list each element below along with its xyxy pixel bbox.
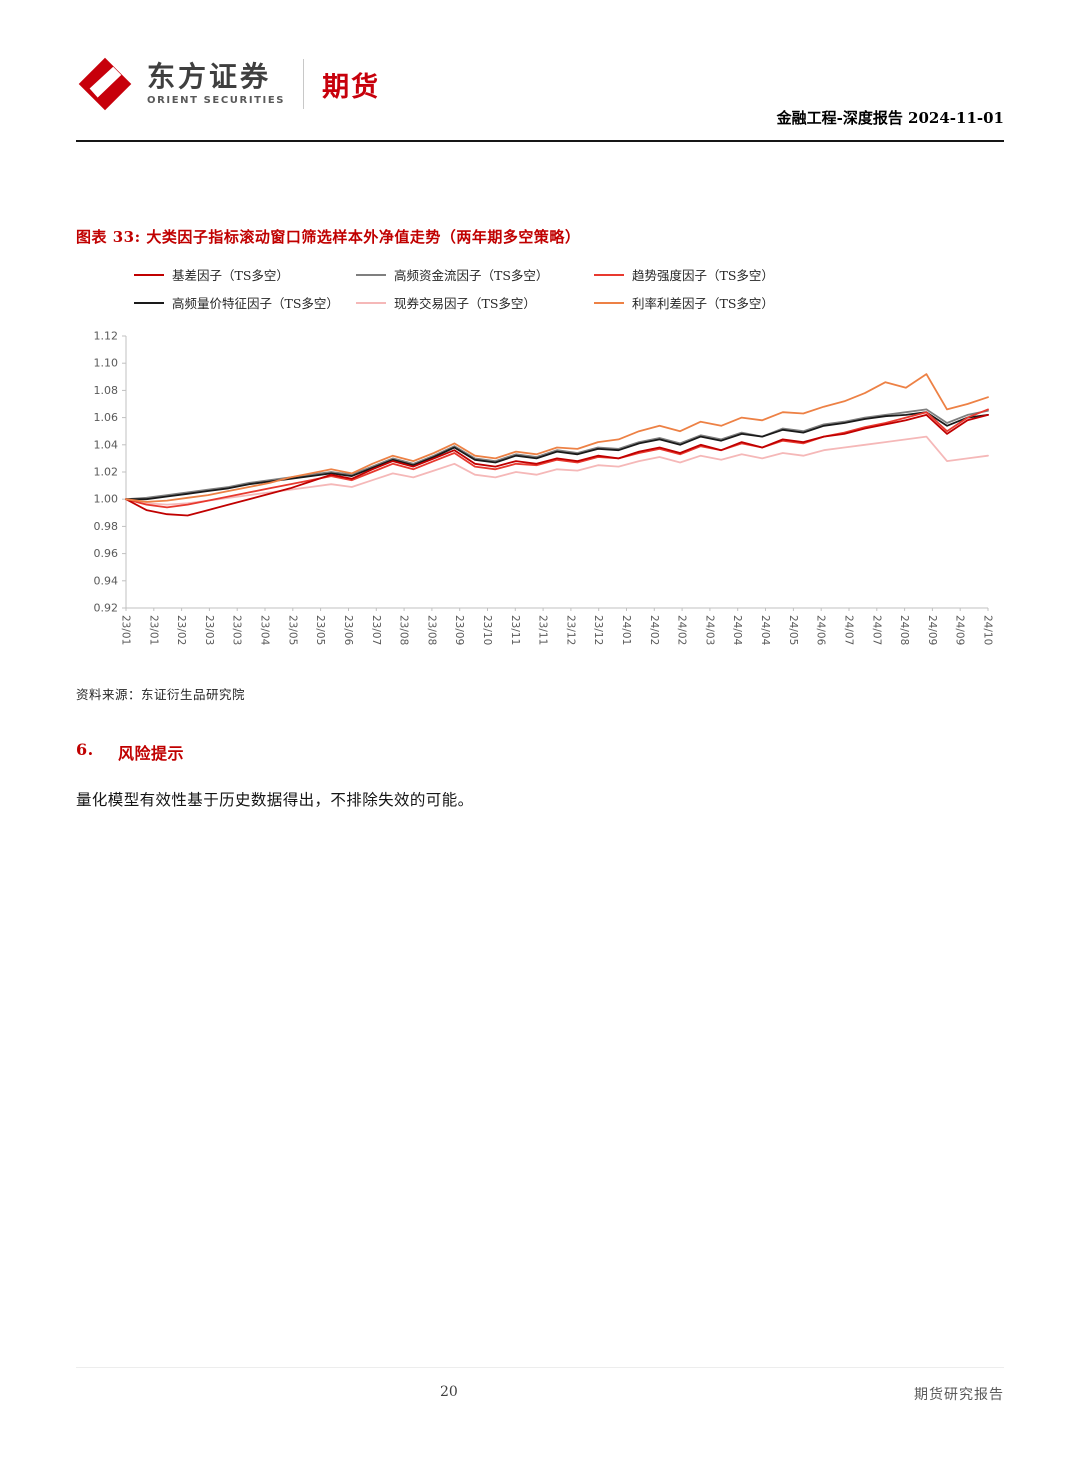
chart-legend: 基差因子（TS多空） 高频资金流因子（TS多空） 趋势强度因子（TS多空） 高频量价特… — [134, 265, 1004, 312]
svg-text:23/04: 23/04 — [259, 615, 271, 646]
svg-text:23/03: 23/03 — [231, 615, 243, 645]
brand-block: 东方证券 ORIENT SECURITIES 期货 — [76, 36, 380, 132]
legend-item: 现券交易因子（TS多空） — [356, 293, 594, 312]
risk-heading: 6. 风险提示 — [76, 740, 1004, 764]
svg-text:24/06: 24/06 — [815, 615, 827, 646]
svg-text:1.10: 1.10 — [94, 357, 119, 370]
svg-text:1.02: 1.02 — [94, 466, 119, 479]
legend-swatch — [356, 301, 386, 304]
legend-item: 趋势强度因子（TS多空） — [594, 265, 832, 284]
svg-text:23/09: 23/09 — [453, 615, 465, 645]
svg-text:23/10: 23/10 — [481, 615, 493, 645]
svg-text:1.08: 1.08 — [94, 384, 119, 397]
svg-text:23/01: 23/01 — [120, 615, 132, 645]
svg-text:24/02: 24/02 — [648, 615, 660, 645]
svg-text:23/11: 23/11 — [537, 615, 549, 645]
legend-item: 利率利差因子（TS多空） — [594, 293, 832, 312]
svg-text:23/08: 23/08 — [398, 615, 410, 645]
svg-text:24/10: 24/10 — [982, 615, 994, 645]
figure-source: 资料来源：东证衍生品研究院 — [76, 687, 246, 702]
svg-text:0.98: 0.98 — [94, 520, 119, 533]
legend-label: 基差因子（TS多空） — [172, 268, 289, 283]
svg-text:1.12: 1.12 — [94, 330, 119, 343]
svg-text:24/05: 24/05 — [787, 615, 799, 645]
risk-section: 6. 风险提示 量化模型有效性基于历史数据得出，不排除失效的可能。 — [76, 740, 1004, 810]
brand-name-en: ORIENT SECURITIES — [147, 95, 286, 107]
svg-text:1.04: 1.04 — [94, 438, 119, 451]
svg-text:23/08: 23/08 — [425, 615, 437, 645]
legend-swatch — [134, 273, 164, 276]
svg-text:24/07: 24/07 — [870, 615, 882, 645]
svg-text:24/09: 24/09 — [926, 615, 938, 645]
doc-info: 金融工程-深度报告 2024-11-01 — [776, 109, 1004, 127]
svg-text:24/02: 24/02 — [676, 615, 688, 645]
report-footer: 20 期货研究报告 — [76, 1367, 1004, 1408]
risk-section-number: 6. — [76, 740, 94, 759]
brand-divider — [303, 59, 305, 109]
svg-text:0.94: 0.94 — [94, 574, 119, 587]
brand-text: 东方证券 ORIENT SECURITIES — [147, 59, 286, 107]
legend-swatch — [134, 301, 164, 304]
svg-text:23/03: 23/03 — [203, 615, 215, 645]
legend-swatch — [594, 301, 624, 304]
svg-text:24/04: 24/04 — [731, 615, 743, 646]
figure-block: 图表 33: 大类因子指标滚动窗口筛选样本外净值走势（两年期多空策略） 基差因子… — [76, 226, 1004, 703]
svg-text:24/07: 24/07 — [843, 615, 855, 645]
svg-text:23/02: 23/02 — [175, 615, 187, 645]
legend-item: 高频资金流因子（TS多空） — [356, 265, 594, 284]
legend-swatch — [594, 273, 624, 276]
svg-text:23/06: 23/06 — [342, 615, 354, 646]
header-rule — [76, 140, 1004, 142]
risk-section-title: 风险提示 — [118, 744, 185, 763]
figure-title: 图表 33: 大类因子指标滚动窗口筛选样本外净值走势（两年期多空策略） — [76, 228, 581, 246]
legend-item: 基差因子（TS多空） — [134, 265, 356, 284]
risk-body-text: 量化模型有效性基于历史数据得出，不排除失效的可能。 — [76, 791, 474, 809]
svg-text:24/03: 24/03 — [703, 615, 715, 645]
svg-text:23/12: 23/12 — [592, 615, 604, 645]
svg-text:24/04: 24/04 — [759, 615, 771, 646]
svg-text:1.06: 1.06 — [94, 411, 119, 424]
svg-text:23/12: 23/12 — [564, 615, 576, 645]
footer-label: 期货研究报告 — [914, 1387, 1004, 1403]
orient-securities-logo-icon — [78, 57, 132, 111]
legend-label: 利率利差因子（TS多空） — [632, 296, 774, 311]
legend-label: 现券交易因子（TS多空） — [394, 296, 536, 311]
legend-swatch — [356, 273, 386, 276]
svg-text:1.00: 1.00 — [94, 493, 119, 506]
legend-label: 趋势强度因子（TS多空） — [632, 268, 774, 283]
legend-label: 高频资金流因子（TS多空） — [394, 268, 549, 283]
svg-text:0.96: 0.96 — [94, 547, 119, 560]
brand-name-cn: 东方证券 — [147, 59, 272, 93]
report-header: 东方证券 ORIENT SECURITIES 期货 金融工程-深度报告 2024… — [76, 36, 1004, 132]
svg-text:23/11: 23/11 — [509, 615, 521, 645]
brand-department-label: 期货 — [322, 71, 381, 103]
svg-text:0.92: 0.92 — [94, 602, 119, 615]
svg-text:24/09: 24/09 — [954, 615, 966, 645]
svg-text:23/07: 23/07 — [370, 615, 382, 645]
legend-label: 高频量价特征因子（TS多空） — [172, 296, 339, 311]
svg-text:24/01: 24/01 — [620, 615, 632, 645]
svg-text:23/05: 23/05 — [314, 615, 326, 645]
netvalue-line-chart: 0.92 0.94 0.96 0.98 1.00 1.02 1.04 1.06 1.08 1.10… — [94, 330, 994, 646]
legend-item: 高频量价特征因子（TS多空） — [134, 293, 356, 312]
svg-text:24/08: 24/08 — [898, 615, 910, 645]
svg-text:23/01: 23/01 — [147, 615, 159, 645]
svg-text:23/05: 23/05 — [286, 615, 298, 645]
page-number: 20 — [440, 1384, 458, 1400]
